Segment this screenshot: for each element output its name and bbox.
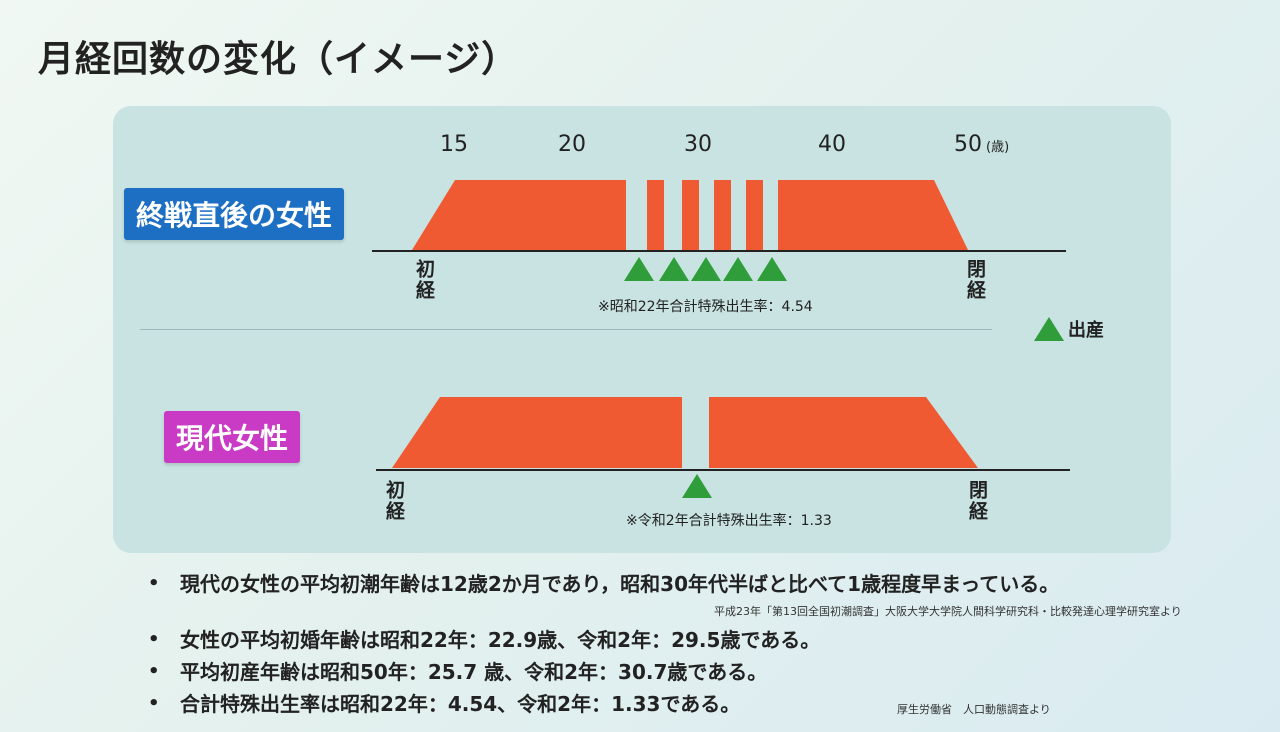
postwar-women-label: 終戦直後の女性 xyxy=(124,188,345,240)
legend-birth-label: 出産 xyxy=(1068,320,1104,341)
green-triangle-icon xyxy=(1034,317,1064,341)
modern-menstruation-late xyxy=(709,397,978,468)
age-tick-40: 40 xyxy=(818,132,846,157)
legend: 出産 xyxy=(1034,316,1104,342)
summary-item-first-birth-age: 平均初産年齢は昭和50年：25.7 歳、令和2年：30.7歳である。 xyxy=(148,656,1059,688)
age-tick-20: 20 xyxy=(558,132,586,157)
age-tick-30: 30 xyxy=(684,132,712,157)
birth-triangle-icon xyxy=(659,257,689,281)
birth-triangle-icon xyxy=(682,474,712,498)
modern-menstruation-early xyxy=(392,397,682,468)
age-tick-50-value: 50 xyxy=(954,132,982,157)
section-divider xyxy=(140,329,992,330)
postwar-menstruation-gap-2 xyxy=(682,180,699,250)
age-tick-50: 50 (歳) xyxy=(954,132,1009,157)
birth-triangle-icon xyxy=(691,257,721,281)
postwar-menstruation-gap-3 xyxy=(714,180,731,250)
postwar-menarche-label: 初経 xyxy=(413,259,435,301)
summary-item-menarche-age: 現代の女性の平均初潮年齢は12歳2か月であり，昭和30年代半ばと比べて1歳程度早… xyxy=(148,568,1059,600)
modern-menarche-label: 初経 xyxy=(383,480,405,522)
postwar-menstruation-gap-4 xyxy=(746,180,763,250)
source-note-demographics: 厚生労働省 人口動態調査より xyxy=(897,703,1051,716)
postwar-menstruation-late xyxy=(778,180,968,250)
birth-triangle-icon xyxy=(624,257,654,281)
postwar-menopause-label: 閉経 xyxy=(964,259,986,301)
modern-fertility-note: ※令和2年合計特殊出生率：1.33 xyxy=(626,513,832,529)
postwar-menstruation-gap-1 xyxy=(647,180,664,250)
page-title: 月経回数の変化（イメージ） xyxy=(38,39,519,80)
modern-menopause-label: 閉経 xyxy=(966,480,988,522)
summary-item-fertility-rate: 合計特殊出生率は昭和22年：4.54、令和2年：1.33である。 xyxy=(148,688,1059,720)
birth-triangle-icon xyxy=(723,257,753,281)
summary-item-marriage-age: 女性の平均初婚年齢は昭和22年：22.9歳、令和2年：29.5歳である。 xyxy=(148,624,1059,656)
birth-triangle-icon xyxy=(757,257,787,281)
source-note-menarche: 平成23年「第13回全国初潮調査」大阪大学大学院人間科学研究科・比較発達心理学研… xyxy=(714,605,1182,618)
summary-list: 現代の女性の平均初潮年齢は12歳2か月であり，昭和30年代半ばと比べて1歳程度早… xyxy=(148,568,1059,720)
age-tick-15: 15 xyxy=(440,132,468,157)
age-unit: (歳) xyxy=(986,140,1010,155)
postwar-menstruation-early xyxy=(412,180,626,250)
postwar-fertility-note: ※昭和22年合計特殊出生率：4.54 xyxy=(598,299,813,315)
modern-women-label: 現代女性 xyxy=(164,411,301,463)
